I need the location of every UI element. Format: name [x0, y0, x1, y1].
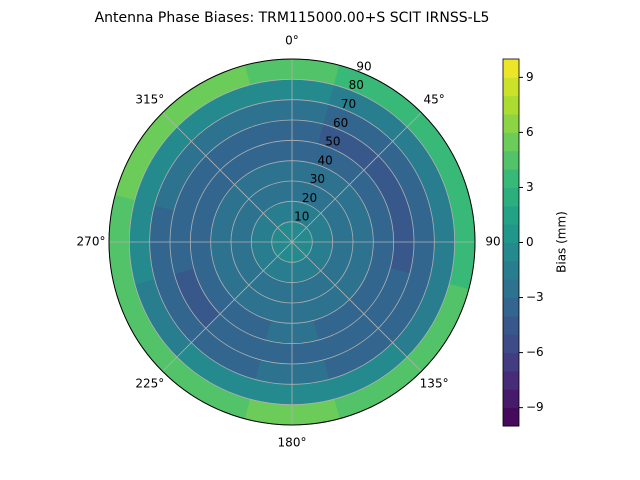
- colorbar-tick-label: −3: [526, 290, 544, 304]
- colorbar-label: Bias (mm): [555, 211, 569, 273]
- angular-tick-label: 0°: [285, 34, 299, 48]
- colorbar-band: [503, 77, 519, 97]
- colorbar-band: [503, 59, 519, 78]
- angular-grid-line: [291, 112, 422, 243]
- colorbar-band: [503, 150, 519, 170]
- colorbar-tick-label: −6: [526, 345, 544, 359]
- angular-tick-label: 225°: [135, 377, 164, 391]
- colorbar-tick-label: 6: [526, 125, 534, 139]
- angular-tick-label: 180°: [278, 436, 307, 450]
- colorbar-band: [503, 389, 519, 409]
- colorbar-tick-label: 0: [526, 235, 534, 249]
- radial-tick-label: 80: [349, 78, 364, 92]
- radial-tick-label: 40: [317, 153, 332, 167]
- colorbar-tick-label: 3: [526, 180, 534, 194]
- angular-tick-label: 315°: [135, 92, 164, 106]
- radial-tick-label: 60: [333, 116, 348, 130]
- polar-frame: [108, 58, 476, 426]
- radial-tick-label: 70: [341, 97, 356, 111]
- colorbar-band: [503, 224, 519, 243]
- angular-grid-line: [162, 112, 293, 243]
- radial-tick-label: 30: [310, 172, 325, 186]
- colorbar-band: [503, 315, 519, 335]
- angular-grid-line: [291, 241, 422, 372]
- colorbar-band: [503, 407, 519, 427]
- colorbar-band: [503, 132, 519, 152]
- radial-tick-label: 20: [302, 191, 317, 205]
- radial-tick-label: 90: [356, 59, 371, 73]
- radial-tick-label: 50: [325, 135, 340, 149]
- colorbar-band: [503, 297, 519, 317]
- colorbar-band: [503, 260, 519, 280]
- chart-title: Antenna Phase Biases: TRM115000.00+S SCI…: [95, 10, 490, 26]
- colorbar-band: [503, 205, 519, 225]
- colorbar-band: [503, 242, 519, 262]
- colorbar-band: [503, 187, 519, 207]
- angular-tick-label: 270°: [77, 235, 106, 249]
- colorbar-band: [503, 352, 519, 372]
- colorbar-band: [503, 95, 519, 115]
- angular-tick-label: 90: [485, 235, 500, 249]
- colorbar-tick-label: 9: [526, 70, 534, 84]
- colorbar-band: [503, 169, 519, 188]
- angular-grid-line: [162, 241, 293, 372]
- colorbar-band: [503, 334, 519, 354]
- colorbar-band: [503, 279, 519, 299]
- colorbar-band: [503, 370, 519, 390]
- radial-tick-label: 10: [294, 210, 309, 224]
- angular-tick-label: 45°: [423, 92, 444, 106]
- angular-tick-label: 135°: [420, 377, 449, 391]
- colorbar-tick-label: −9: [526, 400, 544, 414]
- colorbar-band: [503, 114, 519, 133]
